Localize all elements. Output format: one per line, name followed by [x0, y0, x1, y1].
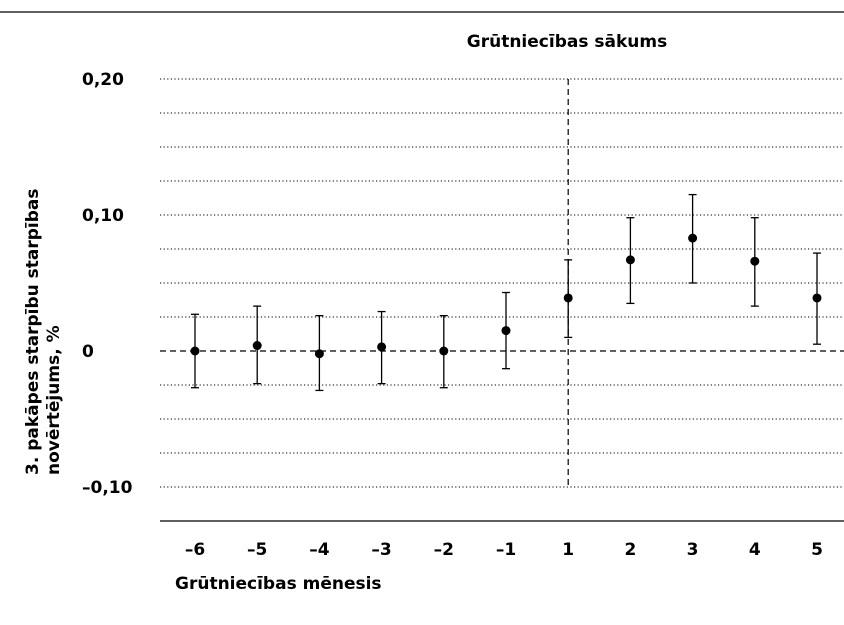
- y-tick-label: 0,20: [82, 70, 124, 90]
- x-tick-label: –1: [496, 540, 516, 560]
- y-tick-label: 0,10: [82, 206, 124, 226]
- x-tick-label: –3: [371, 540, 391, 560]
- x-tick-label: –2: [434, 540, 454, 560]
- x-tick-label: 3: [687, 540, 699, 560]
- error-bars: [191, 193, 821, 392]
- pregnancy-start-annotation: Grūtniecības sākums: [467, 32, 667, 52]
- grid-lines: [160, 78, 844, 488]
- x-tick-label: –6: [185, 540, 205, 560]
- y-tick-label: 0: [82, 342, 94, 362]
- data-point: [314, 349, 324, 359]
- data-points: [190, 233, 822, 359]
- x-tick-labels: –6 –5 –4 –3 –2 –1 1 2 3 4 5: [185, 540, 823, 560]
- x-tick-label: 4: [749, 540, 761, 560]
- data-point: [563, 293, 573, 303]
- x-tick-label: 1: [562, 540, 574, 560]
- y-axis-label: 3. pakāpes starpību starpības novērtējum…: [23, 183, 64, 475]
- data-point: [625, 255, 635, 265]
- data-point: [750, 256, 760, 266]
- y-tick-label: –0,10: [82, 478, 133, 498]
- data-point: [439, 346, 449, 356]
- y-tick-labels: 0,20 0,10 0 –0,10: [82, 70, 133, 498]
- x-tick-label: 2: [624, 540, 636, 560]
- y-axis-label-line-1: 3. pakāpes starpību starpības: [23, 188, 43, 475]
- data-point: [252, 341, 262, 351]
- x-axis-label: Grūtniecības mēnesis: [175, 574, 382, 594]
- y-axis-label-line-2: novērtējums, %: [44, 325, 64, 475]
- data-point: [688, 233, 698, 243]
- data-point: [190, 346, 200, 356]
- data-point: [501, 326, 511, 336]
- x-tick-label: 5: [811, 540, 823, 560]
- x-tick-label: –5: [247, 540, 267, 560]
- data-point: [377, 342, 387, 352]
- data-point: [812, 293, 822, 303]
- x-tick-label: –4: [309, 540, 330, 560]
